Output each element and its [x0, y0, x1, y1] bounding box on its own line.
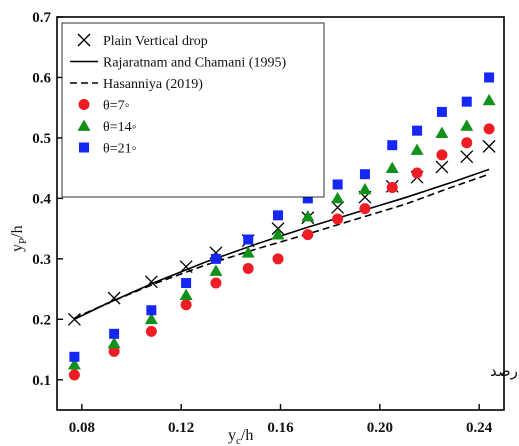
- legend-label: Plain Vertical drop: [103, 34, 208, 49]
- data-point-circle: [359, 203, 371, 215]
- y-tick-label: 0.1: [32, 373, 51, 389]
- legend-item: θ=7◦: [78, 99, 130, 114]
- x-tick-label: 0.24: [466, 420, 493, 436]
- y-tick-label: 0.7: [32, 10, 51, 26]
- data-point-triangle: [67, 358, 81, 370]
- data-point-circle: [386, 182, 398, 194]
- legend-box: [61, 22, 325, 198]
- data-point-circle: [145, 325, 157, 337]
- data-point-x: [460, 150, 474, 164]
- persian-annotation: الـف) تخلخــل ۴۰ درصد: [490, 362, 519, 380]
- data-point-triangle: [271, 228, 285, 240]
- x-axis-title: yc/h: [228, 427, 253, 446]
- y-tick-label: 0.5: [32, 131, 51, 147]
- data-point-circle: [461, 137, 473, 149]
- legend-item: Plain Vertical drop: [77, 33, 208, 49]
- data-point-circle: [180, 299, 192, 311]
- data-point-triangle: [241, 246, 255, 258]
- data-point-square: [210, 253, 221, 264]
- data-point-x: [331, 200, 345, 214]
- data-point-square: [461, 96, 472, 107]
- x-tick-label: 0.16: [267, 420, 294, 436]
- data-point-circle: [302, 229, 314, 241]
- data-point-square: [302, 193, 313, 204]
- legend: Plain Vertical drop Rajaratnam and Chaman…: [61, 22, 325, 198]
- data-point-triangle: [482, 93, 496, 106]
- data-point-square: [146, 305, 157, 316]
- data-point-circle: [108, 345, 120, 357]
- data-point-square: [436, 106, 447, 117]
- data-point-triangle: [301, 210, 315, 222]
- data-point-square: [181, 278, 192, 289]
- data-point-triangle: [435, 126, 449, 138]
- y-axis-title: yP/h: [9, 225, 29, 252]
- data-point-x: [144, 275, 158, 289]
- y-tick-label: 0.6: [32, 70, 51, 86]
- legend-marker-symbol: [79, 142, 89, 153]
- legend-item: θ=21◦: [79, 142, 137, 157]
- data-point-circle: [242, 263, 254, 275]
- data-point-triangle: [331, 191, 345, 204]
- legend-marker-symbol: [78, 99, 90, 110]
- data-point-square: [109, 328, 120, 339]
- data-point-triangle: [179, 288, 193, 300]
- legend-item: Hasanniya (2019): [70, 77, 203, 92]
- legend-item: θ=14◦: [77, 119, 137, 135]
- legend-item: Rajaratnam and Chamani (1995): [70, 56, 286, 71]
- data-point-circle: [411, 167, 423, 179]
- legend-marker-symbol: [77, 33, 91, 47]
- data-point-square: [273, 210, 284, 221]
- data-point-circle: [272, 253, 284, 265]
- data-point-x: [482, 139, 496, 153]
- data-point-square: [484, 72, 495, 83]
- legend-label: Rajaratnam and Chamani (1995): [103, 56, 286, 71]
- data-point-x: [67, 312, 81, 326]
- legend-label: θ=21◦: [103, 142, 137, 157]
- data-point-triangle: [358, 182, 372, 195]
- legend-label: Hasanniya (2019): [103, 77, 203, 92]
- data-point-circle: [483, 123, 495, 135]
- data-point-x: [179, 260, 193, 274]
- x-tick-label: 0.20: [367, 420, 393, 436]
- data-point-triangle: [385, 161, 399, 174]
- data-point-triangle: [460, 119, 474, 131]
- data-point-square: [387, 140, 398, 151]
- data-point-circle: [436, 149, 448, 161]
- data-point-triangle: [144, 312, 158, 325]
- data-point-square: [243, 234, 254, 245]
- data-point-triangle: [107, 336, 121, 349]
- y-tick-label: 0.2: [32, 312, 51, 328]
- series-markers: [67, 72, 496, 381]
- data-point-x: [107, 291, 121, 305]
- legend-label: θ=14◦: [103, 120, 137, 135]
- data-point-square: [69, 351, 80, 362]
- data-point-circle: [210, 277, 222, 289]
- x-tick-label: 0.08: [69, 420, 95, 436]
- axis-ticks: 0.08 0.12 0.16 0.20 0.24 0.1 0.2 0.3 0.4 0.5 0.6 0.…: [32, 10, 493, 436]
- y-tick-label: 0.3: [32, 252, 51, 268]
- legend-label: θ=7◦: [103, 99, 130, 114]
- data-point-square: [332, 179, 343, 190]
- x-tick-label: 0.12: [168, 420, 194, 436]
- data-point-square: [359, 169, 370, 180]
- data-point-circle: [68, 369, 80, 381]
- series-line-2: [74, 173, 490, 319]
- data-point-circle: [332, 213, 344, 225]
- y-tick-label: 0.4: [32, 191, 51, 207]
- legend-marker-symbol: [77, 119, 91, 131]
- data-point-triangle: [209, 264, 223, 276]
- data-point-x: [435, 160, 449, 174]
- data-point-triangle: [410, 143, 424, 155]
- data-point-square: [412, 125, 423, 136]
